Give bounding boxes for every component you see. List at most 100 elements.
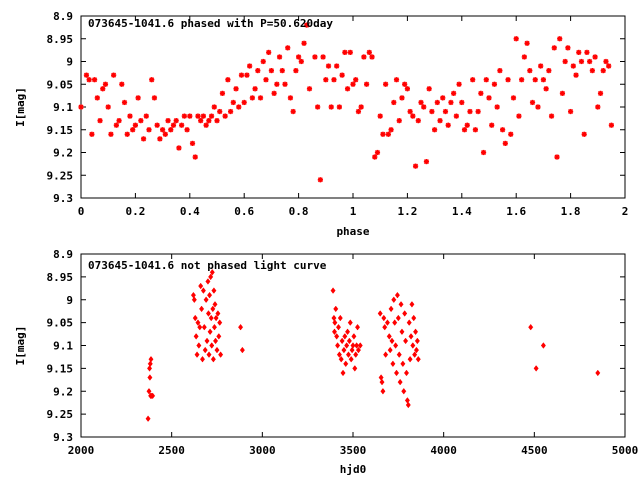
y-tick-label: 9.05 — [47, 317, 74, 330]
data-point — [398, 301, 404, 308]
data-point — [408, 333, 414, 340]
data-point — [217, 319, 223, 326]
x-tick-label: 2 — [622, 205, 629, 218]
data-point — [505, 77, 511, 83]
data-point — [212, 301, 218, 308]
data-point — [345, 328, 351, 336]
data-point — [565, 45, 571, 51]
data-point — [306, 86, 313, 92]
data-point — [199, 305, 205, 313]
data-point — [369, 54, 375, 60]
data-point — [415, 118, 421, 124]
data-point — [406, 319, 412, 326]
data-point — [524, 40, 530, 46]
data-point — [298, 58, 304, 65]
data-point — [529, 99, 536, 106]
data-point — [418, 99, 424, 106]
data-point — [192, 314, 198, 322]
data-point — [116, 118, 122, 124]
data-point — [239, 346, 245, 354]
data-point — [559, 90, 566, 96]
data-point — [162, 131, 168, 137]
x-tick-label: 4000 — [430, 444, 457, 457]
data-point — [386, 333, 392, 340]
unphased-light-curve-chart: 2000 2500 3000 3500 4000 4500 5000 8.9 8.95 9 9.05… — [14, 248, 638, 476]
data-point — [331, 77, 337, 83]
data-point — [282, 81, 288, 87]
data-point — [317, 177, 323, 183]
data-point — [168, 127, 174, 133]
data-point — [395, 314, 401, 322]
data-point — [276, 54, 283, 60]
data-point — [533, 365, 539, 372]
data-point — [338, 355, 344, 363]
y-tick-label: 9 — [66, 294, 73, 307]
data-point — [448, 99, 454, 106]
data-point — [584, 49, 590, 55]
data-point — [399, 95, 405, 101]
data-point — [437, 118, 443, 124]
data-point — [432, 127, 438, 133]
data-point — [255, 68, 261, 74]
data-point — [290, 108, 296, 115]
data-point — [339, 337, 345, 345]
x-tick-label: 1.8 — [561, 205, 581, 218]
y-tick-label: 9.1 — [53, 101, 73, 114]
data-point — [219, 90, 226, 96]
data-point — [415, 355, 421, 363]
data-point — [412, 163, 419, 169]
data-point — [315, 104, 321, 110]
data-point — [606, 63, 612, 69]
data-point — [86, 77, 92, 83]
data-point — [383, 351, 389, 358]
data-point — [353, 351, 359, 358]
y-tick-label: 9.3 — [53, 431, 73, 444]
data-point — [521, 54, 527, 60]
x-tick-label: 0.2 — [125, 205, 145, 218]
data-point — [538, 63, 544, 69]
data-point — [451, 90, 457, 96]
data-point — [404, 397, 410, 404]
data-point — [364, 81, 370, 87]
data-point — [372, 154, 378, 160]
data-point — [423, 159, 430, 165]
data-point — [145, 415, 151, 422]
data-point — [132, 122, 138, 128]
data-point — [249, 95, 255, 101]
data-point — [337, 314, 343, 322]
data-point — [296, 54, 302, 60]
data-point — [335, 323, 342, 331]
y-tick-label: 9.15 — [47, 362, 74, 375]
data-point — [470, 77, 476, 83]
data-point — [181, 113, 187, 119]
data-point — [354, 342, 360, 349]
y-tick-label: 9.15 — [47, 124, 74, 137]
data-point — [459, 99, 465, 106]
data-point — [190, 291, 196, 299]
data-point — [347, 49, 353, 55]
data-point — [405, 401, 411, 409]
data-point — [268, 68, 274, 74]
data-point — [304, 22, 310, 28]
data-point — [210, 305, 216, 313]
data-point — [192, 154, 198, 160]
y-tick-label: 9.05 — [47, 78, 74, 91]
data-point — [396, 118, 402, 124]
data-point — [211, 104, 217, 110]
data-point — [78, 104, 84, 110]
data-point — [475, 108, 481, 115]
data-point — [349, 346, 355, 354]
data-point — [216, 333, 222, 340]
data-point — [527, 68, 533, 74]
data-point — [421, 104, 427, 110]
data-point — [301, 40, 307, 46]
data-point — [350, 81, 356, 87]
data-point — [413, 328, 419, 336]
data-point — [595, 369, 601, 377]
data-point — [426, 86, 432, 92]
data-point — [403, 369, 410, 377]
data-point — [147, 360, 153, 368]
data-point — [570, 63, 576, 69]
x-tick-label: 1.6 — [506, 205, 526, 218]
data-point — [207, 291, 213, 299]
